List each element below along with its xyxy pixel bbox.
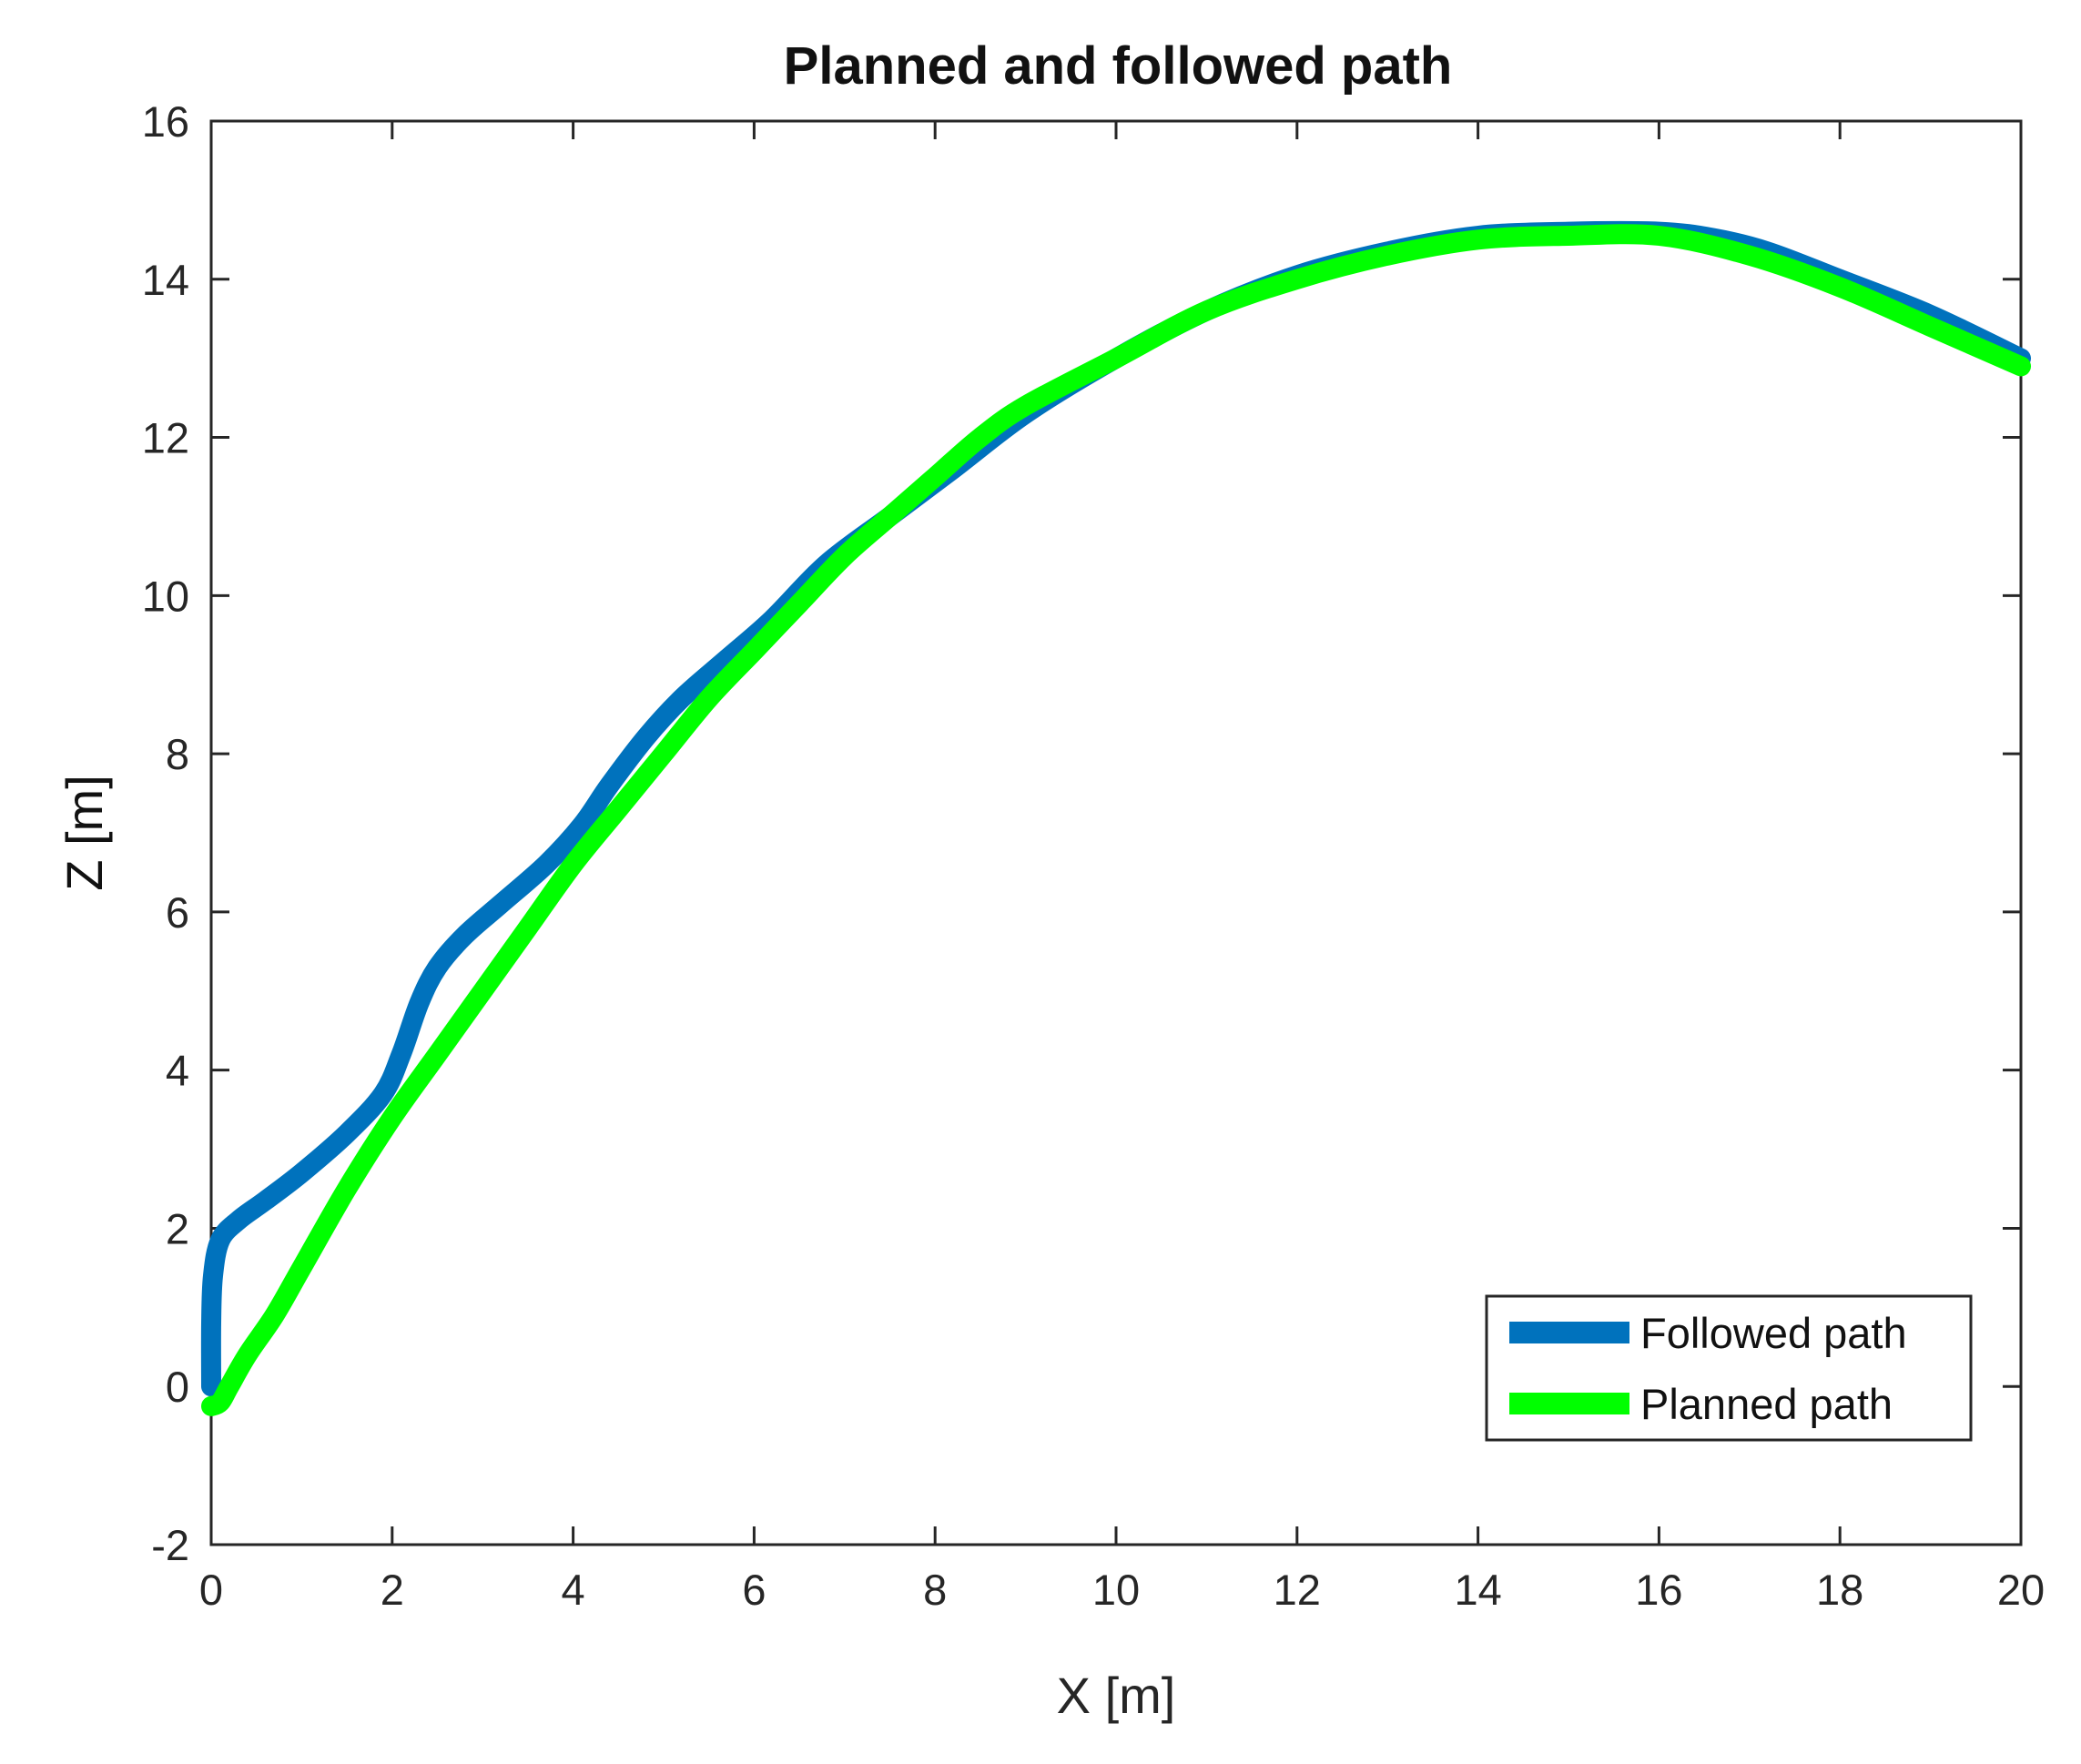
y-tick-label: 10	[142, 572, 189, 620]
y-axis-label: Z [m]	[56, 775, 113, 891]
series-layer	[200, 220, 2031, 1416]
y-tick-label: 6	[166, 888, 189, 937]
x-tick-label: 0	[199, 1566, 223, 1614]
legend-label-planned-path: Planned path	[1640, 1380, 1893, 1428]
y-tick-label: -2	[151, 1521, 189, 1569]
chart-title: Planned and followed path	[784, 36, 1453, 96]
y-tick-label: 0	[166, 1363, 189, 1411]
x-axis-label: X [m]	[1057, 1667, 1176, 1724]
x-tick-label: 6	[742, 1566, 766, 1614]
x-tick-label: 20	[1997, 1566, 2045, 1614]
x-tick-label: 14	[1454, 1566, 1501, 1614]
series-line-planned-path	[201, 224, 2031, 1416]
x-tick-label: 12	[1274, 1566, 1321, 1614]
legend-label-followed-path: Followed path	[1640, 1309, 1907, 1357]
y-tick-label: 16	[142, 97, 189, 146]
y-tick-label: 12	[142, 414, 189, 462]
x-tick-label: 18	[1816, 1566, 1863, 1614]
y-tick-label: 4	[166, 1047, 189, 1095]
y-tick-label: 14	[142, 256, 189, 304]
y-tick-label: 2	[166, 1204, 189, 1252]
x-tick-label: 16	[1635, 1566, 1682, 1614]
x-tick-label: 2	[381, 1566, 404, 1614]
x-tick-label: 10	[1092, 1566, 1140, 1614]
legend: Followed path Planned path	[1485, 1294, 1973, 1442]
x-tick-label: 8	[923, 1566, 947, 1614]
legend-box	[1485, 1294, 1973, 1442]
y-tick-label: 8	[166, 730, 189, 778]
x-tick-label: 4	[562, 1566, 585, 1614]
